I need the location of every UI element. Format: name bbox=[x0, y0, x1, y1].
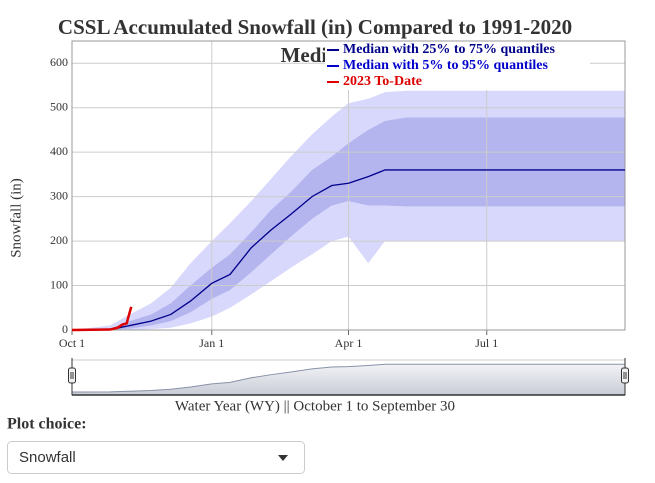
plot-choice-select[interactable]: Snowfall bbox=[7, 441, 305, 474]
y-tick-label: 600 bbox=[50, 55, 68, 69]
y-tick-label: 400 bbox=[50, 144, 68, 158]
y-tick-label: 0 bbox=[62, 322, 68, 336]
series-line bbox=[71, 169, 625, 331]
y-tick-label: 100 bbox=[50, 277, 68, 291]
legend-label: Median with 25% to 75% quantiles bbox=[343, 42, 556, 57]
chart-title: CSSL Accumulated Snowfall (in) Compared … bbox=[58, 15, 572, 39]
select-caret[interactable] bbox=[278, 455, 288, 461]
x-tick-label: Jul 1 bbox=[475, 336, 498, 350]
y-tick-label: 500 bbox=[50, 99, 68, 113]
x-tick-label: Jan 1 bbox=[199, 336, 224, 350]
select-value[interactable]: Snowfall bbox=[19, 449, 76, 466]
y-tick-label: 200 bbox=[50, 233, 68, 247]
navigator-area[interactable] bbox=[71, 363, 626, 396]
legend-label: 2023 To-Date bbox=[343, 74, 422, 89]
navigator-handle[interactable] bbox=[68, 367, 76, 384]
x-tick-label: Apr 1 bbox=[335, 336, 363, 350]
select-box[interactable] bbox=[7, 441, 305, 474]
legend-label: Median with 5% to 95% quantiles bbox=[343, 58, 549, 73]
y-axis-label: Snowfall (in) bbox=[8, 178, 24, 258]
x-tick-label: Oct 1 bbox=[59, 336, 85, 350]
series-line bbox=[71, 306, 133, 332]
plot-frame bbox=[71, 40, 626, 331]
legend-box bbox=[325, 42, 590, 90]
plot-area: 0 100 200 300 400 500 600 Oct 1 Jan 1 Apr 1 Jul 1 bbox=[50, 40, 626, 350]
navigator-handle[interactable] bbox=[621, 367, 629, 384]
y-tick-label: 300 bbox=[50, 188, 68, 202]
range-navigator[interactable] bbox=[68, 358, 629, 396]
plot-choice-label: Plot choice: bbox=[7, 416, 87, 433]
x-axis-label: Water Year (WY) || October 1 to Septembe… bbox=[175, 398, 455, 414]
